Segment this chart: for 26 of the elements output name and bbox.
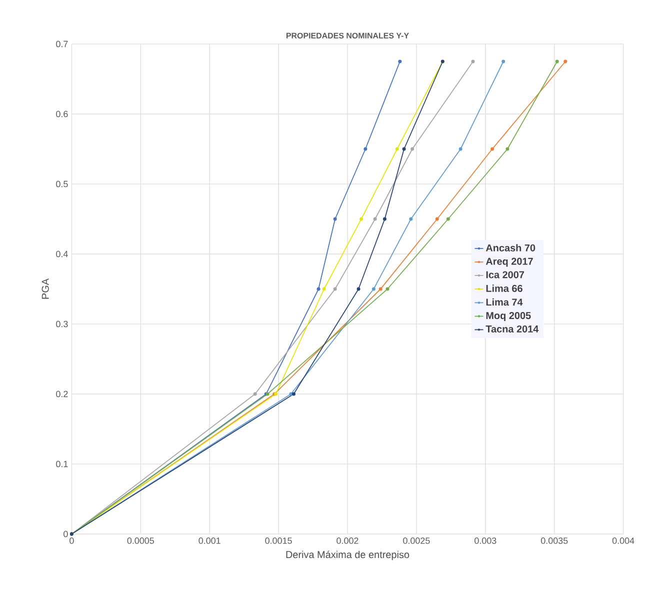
- x-tick-label: 0.0015: [265, 538, 292, 544]
- x-tick-label: 0.0035: [540, 538, 568, 544]
- legend-label: Ica 2007: [486, 271, 524, 278]
- legend-label: Areq 2017: [486, 258, 533, 267]
- x-tick-label: 0.004: [612, 538, 634, 544]
- y-tick-label: 0.5: [56, 180, 68, 188]
- y-tick-label: 0.3: [56, 320, 68, 328]
- y-tick-label: 0.2: [56, 390, 68, 398]
- x-tick-label: 0.001: [198, 538, 220, 544]
- x-tick-label: 0: [70, 538, 74, 544]
- legend-label: Lima 74: [486, 298, 523, 306]
- legend-label: Tacna 2014: [486, 325, 539, 333]
- y-tick-label: 0.4: [56, 250, 68, 258]
- y-tick-label: 0: [64, 530, 68, 538]
- legend-label: Moq 2005: [486, 312, 531, 322]
- x-tick-label: 0.0005: [127, 538, 154, 544]
- y-tick-label: 0.6: [56, 110, 68, 118]
- y-tick-label: 0.1: [56, 460, 68, 468]
- legend-label: Lima 66: [486, 284, 522, 292]
- legend-label: Ancash 70: [486, 244, 536, 252]
- x-tick-label: 0.003: [474, 538, 496, 544]
- y-axis-title: PGA: [42, 278, 49, 299]
- x-tick-label: 0.0025: [403, 538, 430, 544]
- y-tick-label: 0.7: [56, 40, 68, 48]
- x-axis-title: Deriva Máxima de entrepiso: [286, 550, 410, 560]
- x-tick-label: 0.002: [336, 538, 358, 544]
